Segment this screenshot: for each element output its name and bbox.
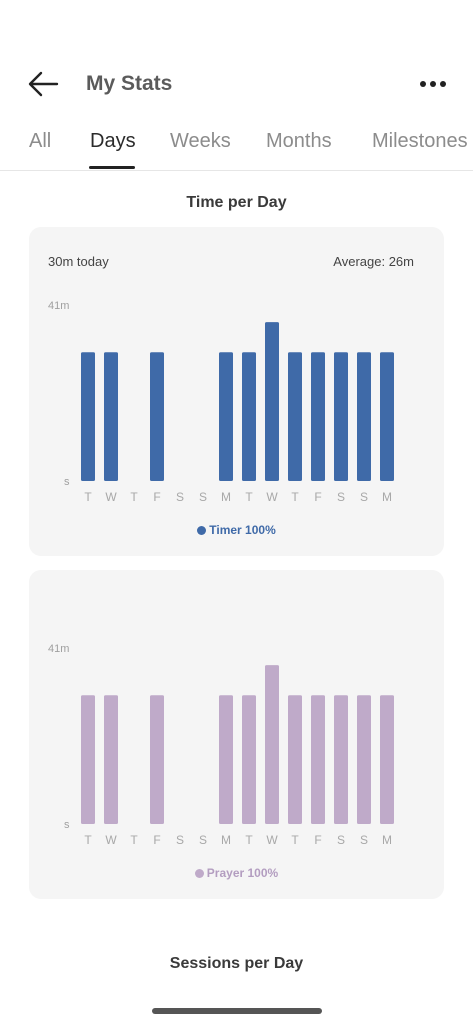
- x-tick-label-4: S: [176, 833, 184, 847]
- timer-chart-card: 30m today Average: 26m 41m s T W T F S S M T W T F S S…: [29, 227, 444, 556]
- tab-weeks[interactable]: Weeks: [170, 130, 231, 152]
- app-header: My Stats: [0, 60, 473, 108]
- prayer-chart-card: 41m s T W T F S S M T W T F S S M Prayer 100%: [29, 570, 444, 899]
- x-tick-label-1: W: [105, 490, 117, 504]
- x-tick-label-12: S: [360, 490, 368, 504]
- arrow-left-icon: [28, 71, 59, 97]
- bar-3: [150, 695, 164, 824]
- x-tick-label-2: T: [130, 833, 138, 847]
- bar-10: [311, 352, 325, 481]
- x-tick-label-12: S: [360, 833, 368, 847]
- bar-13: [380, 352, 394, 481]
- x-tick-label-3: F: [153, 490, 160, 504]
- x-tick-label-10: F: [314, 833, 321, 847]
- stats-tab-bar: All Days Weeks Months Milestones: [0, 126, 473, 171]
- bar-0: [81, 352, 95, 481]
- back-button[interactable]: [26, 68, 62, 100]
- x-tick-label-11: S: [337, 490, 345, 504]
- x-tick-label-5: S: [199, 833, 207, 847]
- x-tick-label-0: T: [84, 490, 92, 504]
- x-tick-label-10: F: [314, 490, 321, 504]
- page-title: My Stats: [86, 72, 173, 95]
- bar-0: [81, 695, 95, 824]
- bar-12: [357, 352, 371, 481]
- x-tick-label-13: M: [382, 490, 392, 504]
- timer-legend: Timer 100%: [29, 523, 444, 537]
- x-tick-label-0: T: [84, 833, 92, 847]
- tab-milestones[interactable]: Milestones: [372, 130, 468, 152]
- bar-8: [265, 665, 279, 824]
- bar-9: [288, 695, 302, 824]
- y-tick-label-bottom: s: [64, 819, 70, 831]
- x-tick-label-9: T: [291, 833, 299, 847]
- x-tick-label-6: M: [221, 833, 231, 847]
- bar-11: [334, 695, 348, 824]
- x-tick-label-7: T: [245, 833, 253, 847]
- section-title-sessions-per-day: Sessions per Day: [169, 955, 304, 972]
- legend-dot: [197, 526, 207, 535]
- x-tick-label-4: S: [176, 490, 184, 504]
- y-tick-label-bottom: s: [64, 476, 70, 488]
- y-tick-label-top: 41m: [48, 300, 69, 312]
- section-title-time-per-day: Time per Day: [186, 194, 287, 211]
- bar-13: [380, 695, 394, 824]
- y-tick-label-top: 41m: [48, 643, 69, 655]
- x-tick-label-8: W: [266, 833, 278, 847]
- legend-label: Timer 100%: [209, 523, 276, 537]
- bar-10: [311, 695, 325, 824]
- bar-6: [219, 695, 233, 824]
- tab-days[interactable]: Days: [90, 130, 136, 152]
- x-tick-label-9: T: [291, 490, 299, 504]
- x-tick-label-7: T: [245, 490, 253, 504]
- legend-dot: [194, 869, 204, 878]
- bar-3: [150, 352, 164, 481]
- bar-1: [104, 352, 118, 481]
- bar-7: [242, 352, 256, 481]
- x-tick-label-8: W: [266, 490, 278, 504]
- x-tick-label-6: M: [221, 490, 231, 504]
- x-tick-label-11: S: [337, 833, 345, 847]
- bar-6: [219, 352, 233, 481]
- average-summary: Average: 26m: [333, 254, 414, 269]
- x-tick-label-13: M: [382, 833, 392, 847]
- tab-all[interactable]: All: [29, 130, 52, 152]
- x-tick-label-5: S: [199, 490, 207, 504]
- today-summary: 30m today: [48, 254, 109, 269]
- bar-7: [242, 695, 256, 824]
- x-tick-label-2: T: [130, 490, 138, 504]
- x-tick-label-1: W: [105, 833, 117, 847]
- tab-months[interactable]: Months: [266, 130, 332, 152]
- bar-11: [334, 352, 348, 481]
- active-tab-indicator: [89, 166, 135, 169]
- bar-8: [265, 322, 279, 481]
- x-tick-label-3: F: [153, 833, 160, 847]
- home-indicator: [152, 1008, 322, 1014]
- bar-9: [288, 352, 302, 481]
- legend-label: Prayer 100%: [206, 866, 279, 880]
- prayer-legend: Prayer 100%: [29, 866, 444, 880]
- more-options-button[interactable]: [414, 68, 454, 100]
- bar-12: [357, 695, 371, 824]
- more-horizontal-icon: [420, 81, 446, 87]
- bar-1: [104, 695, 118, 824]
